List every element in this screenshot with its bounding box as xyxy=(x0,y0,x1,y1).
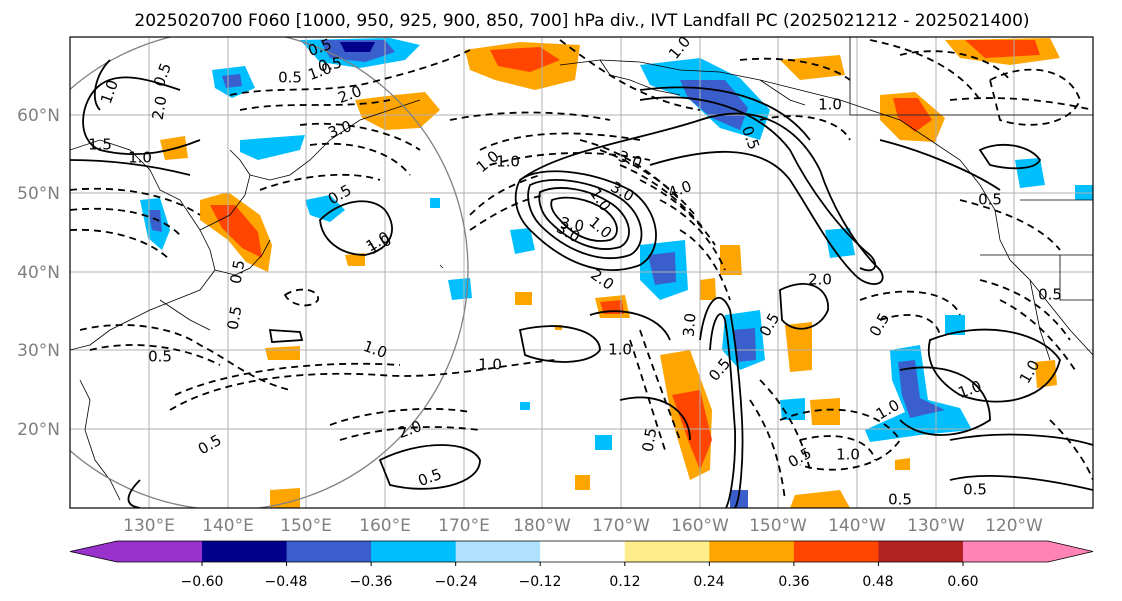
colorbar-segment xyxy=(540,541,626,562)
lat-tick-labels: 60°N 50°N 40°N 30°N 20°N xyxy=(17,106,60,440)
lon-tick-140w: 140°W xyxy=(828,516,886,536)
dashed-contours xyxy=(70,39,1093,501)
contour-label-group: 1.0 xyxy=(478,356,502,374)
contour-label-group: 0.5 xyxy=(1038,286,1062,304)
solid-contours xyxy=(70,59,1093,508)
lon-tick-labels: 130°E 140°E 150°E 160°E 170°E 180°W 170°… xyxy=(123,516,1043,536)
contour-label-group: 2.0 xyxy=(149,95,171,122)
lon-tick-130w: 130°W xyxy=(907,516,965,536)
contour-label-group: 0.5 xyxy=(317,54,344,76)
map-border xyxy=(69,36,1094,509)
contour-label: 1.0 xyxy=(818,96,842,114)
contour-label: 0.5 xyxy=(639,427,661,454)
colorbar-segment xyxy=(455,541,541,562)
contour-label: 1.5 xyxy=(88,136,112,154)
cb-tick-6: 0.24 xyxy=(693,574,724,590)
colorbar-segment xyxy=(624,541,710,562)
contour-label-group: 0.5 xyxy=(148,348,172,366)
lat-tick-60n: 60°N xyxy=(17,106,60,126)
cb-tick-5: 0.12 xyxy=(609,574,640,590)
cb-tick-3: −0.24 xyxy=(435,574,478,590)
contour-label: 0.5 xyxy=(963,481,987,499)
contour-label-group: 3.0 xyxy=(679,312,699,337)
colorbar-tick-labels: −0.60 −0.48 −0.36 −0.24 −0.12 0.12 0.24 … xyxy=(181,574,979,590)
contour-label-group: 0.5 xyxy=(963,481,987,499)
contour-label: 0.5 xyxy=(224,305,246,332)
contour-label: 0.5 xyxy=(317,54,344,76)
contour-label: 2.0 xyxy=(808,271,832,289)
contour-label-group: 0.5 xyxy=(978,191,1002,209)
lon-tick-140e: 140°E xyxy=(202,516,254,536)
contour-label-group: 1.0 xyxy=(128,149,152,167)
contour-label-group: 1.0 xyxy=(818,96,842,114)
colorbar-outline xyxy=(69,540,1094,563)
colorbar-extend-high xyxy=(963,541,1093,562)
cb-tick-2: −0.36 xyxy=(350,574,393,590)
contour-label: 1.0 xyxy=(478,356,502,374)
contour-label-group: 0.5 xyxy=(227,259,249,286)
colorbar-segment xyxy=(371,541,457,562)
contour-label-group: 1.0 xyxy=(608,341,632,359)
map-panel xyxy=(69,36,1094,509)
cb-tick-4: −0.12 xyxy=(519,574,562,590)
cb-tick-1: −0.48 xyxy=(265,574,308,590)
lon-tick-150w: 150°W xyxy=(749,516,807,536)
contour-label-group: 0.5 xyxy=(888,491,912,509)
colorbar-segment xyxy=(878,541,964,562)
contour-label: 0.5 xyxy=(1038,286,1062,304)
region-circle xyxy=(70,37,469,508)
colorbar-extend-low xyxy=(70,541,202,562)
colorbar-segment xyxy=(793,541,879,562)
lat-tick-20n: 20°N xyxy=(17,420,60,440)
colorbar-segment xyxy=(709,541,795,562)
contour-label-group: 0.5 xyxy=(639,427,661,454)
lat-tick-40n: 40°N xyxy=(17,263,60,283)
contour-label: 0.5 xyxy=(888,491,912,509)
contour-label: 1.0 xyxy=(496,153,520,171)
lon-tick-160e: 160°E xyxy=(359,516,411,536)
contour-label: 3.0 xyxy=(559,214,586,236)
lon-tick-130e: 130°E xyxy=(123,516,175,536)
contour-label: 0.5 xyxy=(978,191,1002,209)
lon-tick-170w: 170°W xyxy=(592,516,650,536)
figure-title: 2025020700 F060 [1000, 950, 925, 900, 85… xyxy=(134,11,1029,31)
contour-label: 1.0 xyxy=(836,446,860,464)
lon-tick-170e: 170°E xyxy=(438,516,490,536)
cb-tick-0: −0.60 xyxy=(181,574,224,590)
contour-label-group: 1.5 xyxy=(88,136,112,154)
colorbar-segment xyxy=(202,541,288,562)
contour-label-group: 2.0 xyxy=(808,271,832,289)
contour-label-group: 1.0 xyxy=(496,153,520,171)
contour-label: 1.0 xyxy=(608,341,632,359)
contour-label: 1.0 xyxy=(128,149,152,167)
cb-tick-9: 0.60 xyxy=(947,574,978,590)
contour-label: 3.0 xyxy=(679,312,699,337)
shaded-fields xyxy=(140,38,1093,508)
contour-label: 0.5 xyxy=(148,348,172,366)
colorbar xyxy=(69,540,1094,566)
cb-tick-7: 0.36 xyxy=(778,574,809,590)
colorbar-segment xyxy=(286,541,372,562)
contour-label-group: 0.5 xyxy=(278,69,302,87)
lon-tick-120w: 120°W xyxy=(985,516,1043,536)
contour-label-group: 3.0 xyxy=(559,214,586,236)
contour-label: 0.5 xyxy=(227,259,249,286)
contour-label: 0.5 xyxy=(278,69,302,87)
lon-tick-160w: 160°W xyxy=(671,516,729,536)
coastlines xyxy=(70,37,1093,501)
contour-label: 2.0 xyxy=(149,95,171,122)
lat-tick-30n: 30°N xyxy=(17,341,60,361)
lat-tick-50n: 50°N xyxy=(17,184,60,204)
lon-tick-150e: 150°E xyxy=(280,516,332,536)
lon-tick-180w: 180°W xyxy=(513,516,571,536)
cb-tick-8: 0.48 xyxy=(862,574,893,590)
contour-label-group: 0.5 xyxy=(224,305,246,332)
contour-label-group: 1.0 xyxy=(836,446,860,464)
